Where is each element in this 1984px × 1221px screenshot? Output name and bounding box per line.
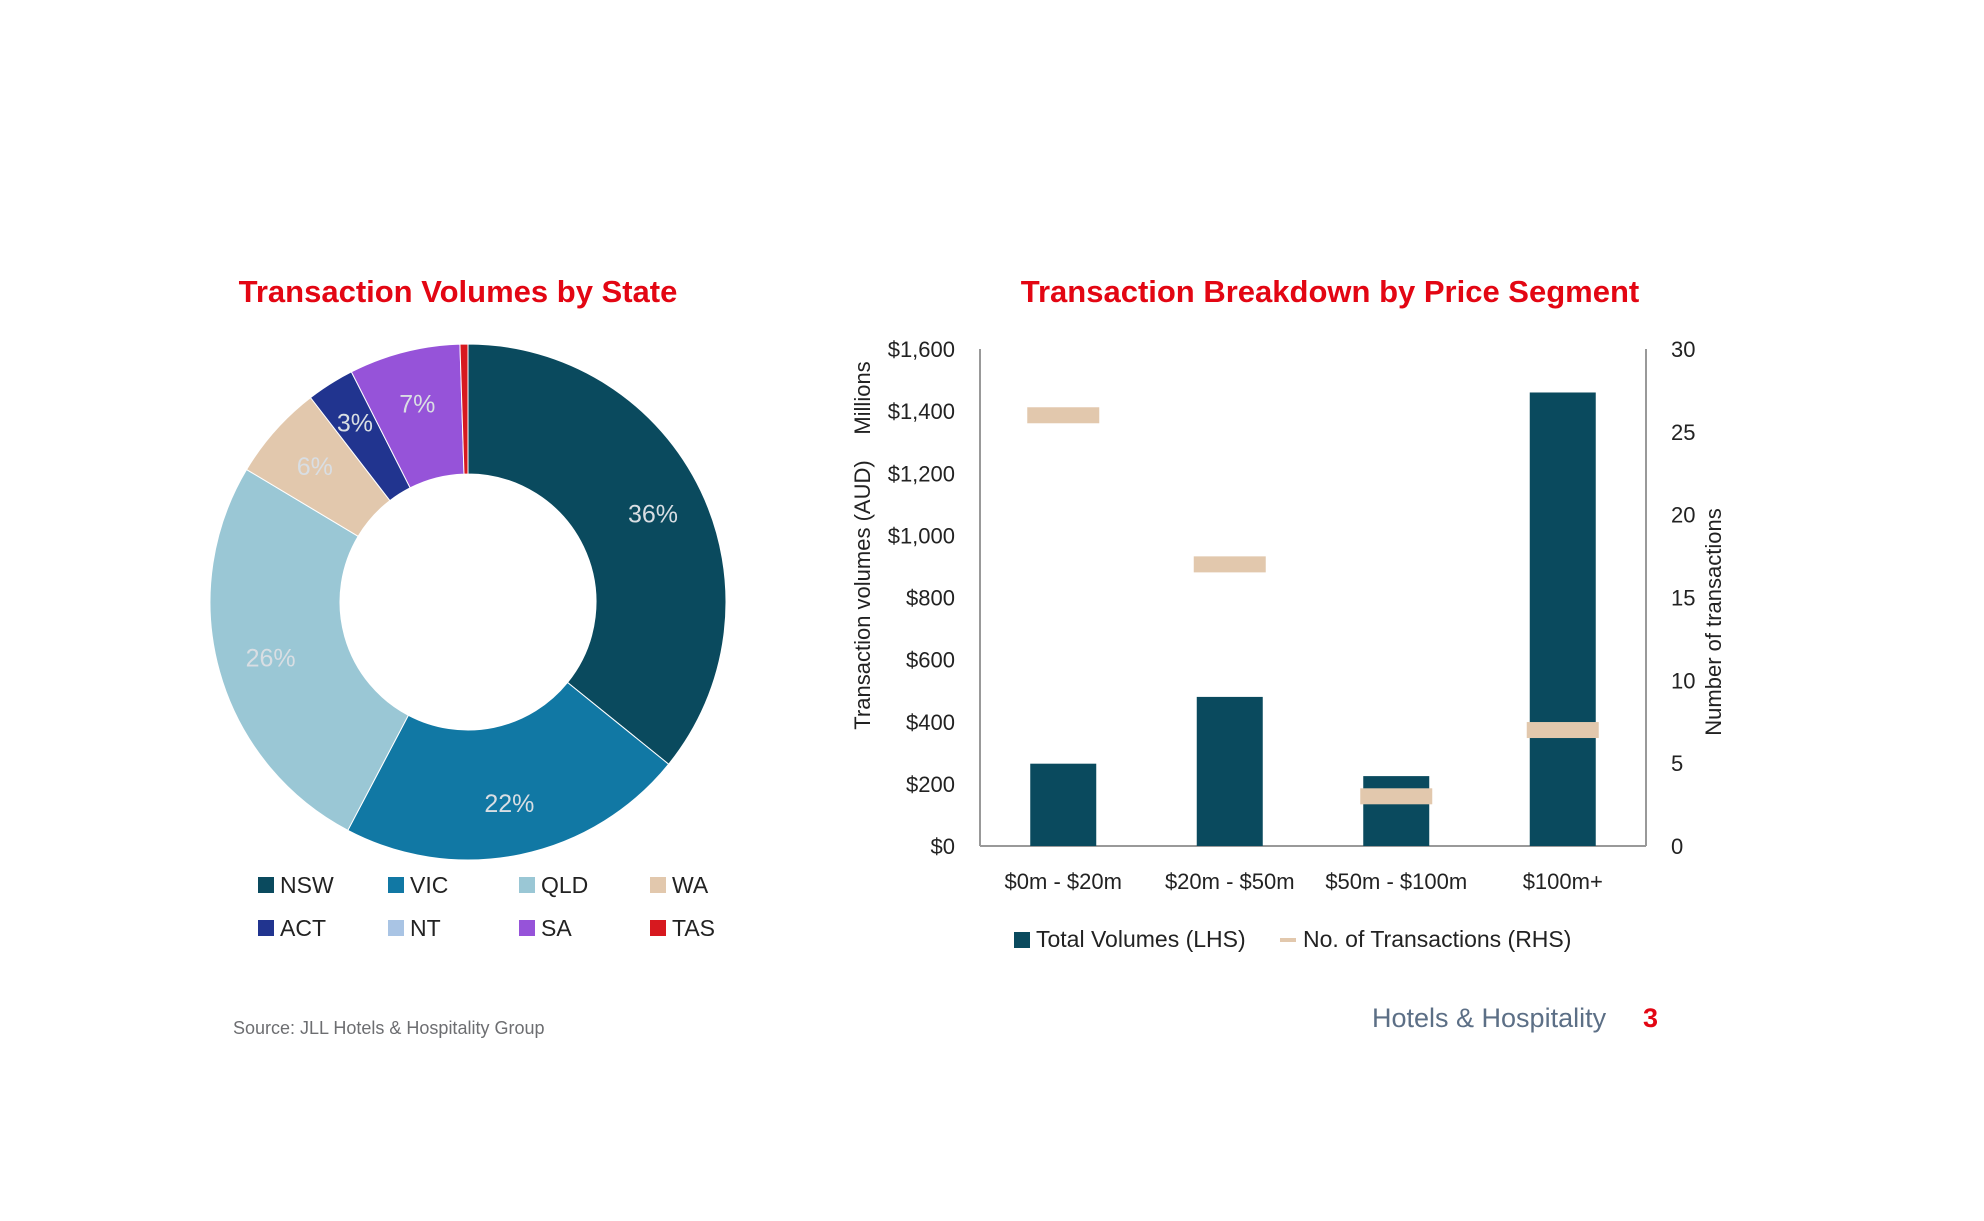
legend-label-wa: WA — [672, 872, 709, 898]
y-tick-label: $0 — [931, 834, 955, 859]
x-tick-label: $0m - $20m — [1005, 869, 1122, 894]
marker-transactions — [1360, 788, 1433, 805]
y-axis-title: Transaction volumes (AUD) — [850, 460, 875, 729]
marker-transactions — [1526, 722, 1599, 739]
y-tick-label: $1,600 — [888, 337, 955, 362]
x-tick-label: $100m+ — [1523, 869, 1603, 894]
source-note: Source: JLL Hotels & Hospitality Group — [233, 1018, 545, 1038]
legend-label-qld: QLD — [541, 872, 588, 898]
pie-data-label: 26% — [246, 644, 296, 672]
legend-label-nsw: NSW — [280, 872, 334, 898]
marker-transactions — [1027, 407, 1100, 424]
legend-label-vic: VIC — [410, 872, 448, 898]
legend-swatch-nsw — [258, 877, 274, 893]
bar-total-volume — [1196, 696, 1263, 846]
legend-swatch-transactions — [1280, 938, 1296, 942]
x-tick-label: $50m - $100m — [1325, 869, 1467, 894]
page-number: 3 — [1643, 1003, 1659, 1033]
pie-data-label: 22% — [484, 790, 534, 818]
legend-label-sa: SA — [541, 915, 572, 941]
y-tick-label: $1,000 — [888, 523, 955, 548]
pie-data-label: 36% — [628, 501, 678, 529]
y2-tick-label: 5 — [1671, 751, 1683, 776]
y-tick-label: $1,200 — [888, 461, 955, 486]
x-tick-label: $20m - $50m — [1165, 869, 1295, 894]
bar-total-volume — [1529, 392, 1596, 846]
y-tick-label: $400 — [906, 710, 955, 735]
pie-data-label: 7% — [399, 390, 435, 418]
footer-brand: Hotels & Hospitality — [1372, 1003, 1607, 1033]
y-tick-label: $800 — [906, 586, 955, 611]
legend-swatch-qld — [519, 877, 535, 893]
y-tick-label: $600 — [906, 648, 955, 673]
pie-chart-title: Transaction Volumes by State — [238, 274, 678, 309]
y-axis-units: Millions — [850, 361, 875, 434]
legend-label-transactions: No. of Transactions (RHS) — [1303, 926, 1571, 952]
pie-slice-vic — [347, 681, 670, 861]
bar-total-volume — [1030, 763, 1097, 846]
legend-swatch-tas — [650, 920, 666, 936]
legend-swatch-act — [258, 920, 274, 936]
y2-tick-label: 20 — [1671, 503, 1695, 528]
pie-slice-qld — [209, 468, 410, 831]
legend-swatch-nt — [388, 920, 404, 936]
marker-transactions — [1193, 556, 1266, 573]
y2-tick-label: 15 — [1671, 586, 1695, 611]
y2-tick-label: 25 — [1671, 420, 1695, 445]
legend-label-tas: TAS — [672, 915, 715, 941]
pie-data-label: 6% — [297, 453, 333, 481]
y2-axis-title: Number of transactions — [1701, 508, 1726, 735]
legend-swatch-total-volumes — [1014, 932, 1030, 948]
bar-chart-title: Transaction Breakdown by Price Segment — [1020, 274, 1640, 309]
y2-tick-label: 0 — [1671, 834, 1683, 859]
pie-slice-nsw — [467, 343, 727, 765]
y-tick-label: $200 — [906, 772, 955, 797]
legend-swatch-vic — [388, 877, 404, 893]
bar-total-volume — [1363, 776, 1430, 846]
y2-tick-label: 10 — [1671, 668, 1695, 693]
legend-label-nt: NT — [410, 915, 441, 941]
pie-slice-tas — [459, 343, 469, 475]
legend-label-act: ACT — [280, 915, 326, 941]
legend-label-total-volumes: Total Volumes (LHS) — [1036, 926, 1246, 952]
legend-swatch-sa — [519, 920, 535, 936]
y2-tick-label: 30 — [1671, 337, 1695, 362]
legend-swatch-wa — [650, 877, 666, 893]
y-tick-label: $1,400 — [888, 399, 955, 424]
pie-data-label: 3% — [337, 410, 373, 438]
